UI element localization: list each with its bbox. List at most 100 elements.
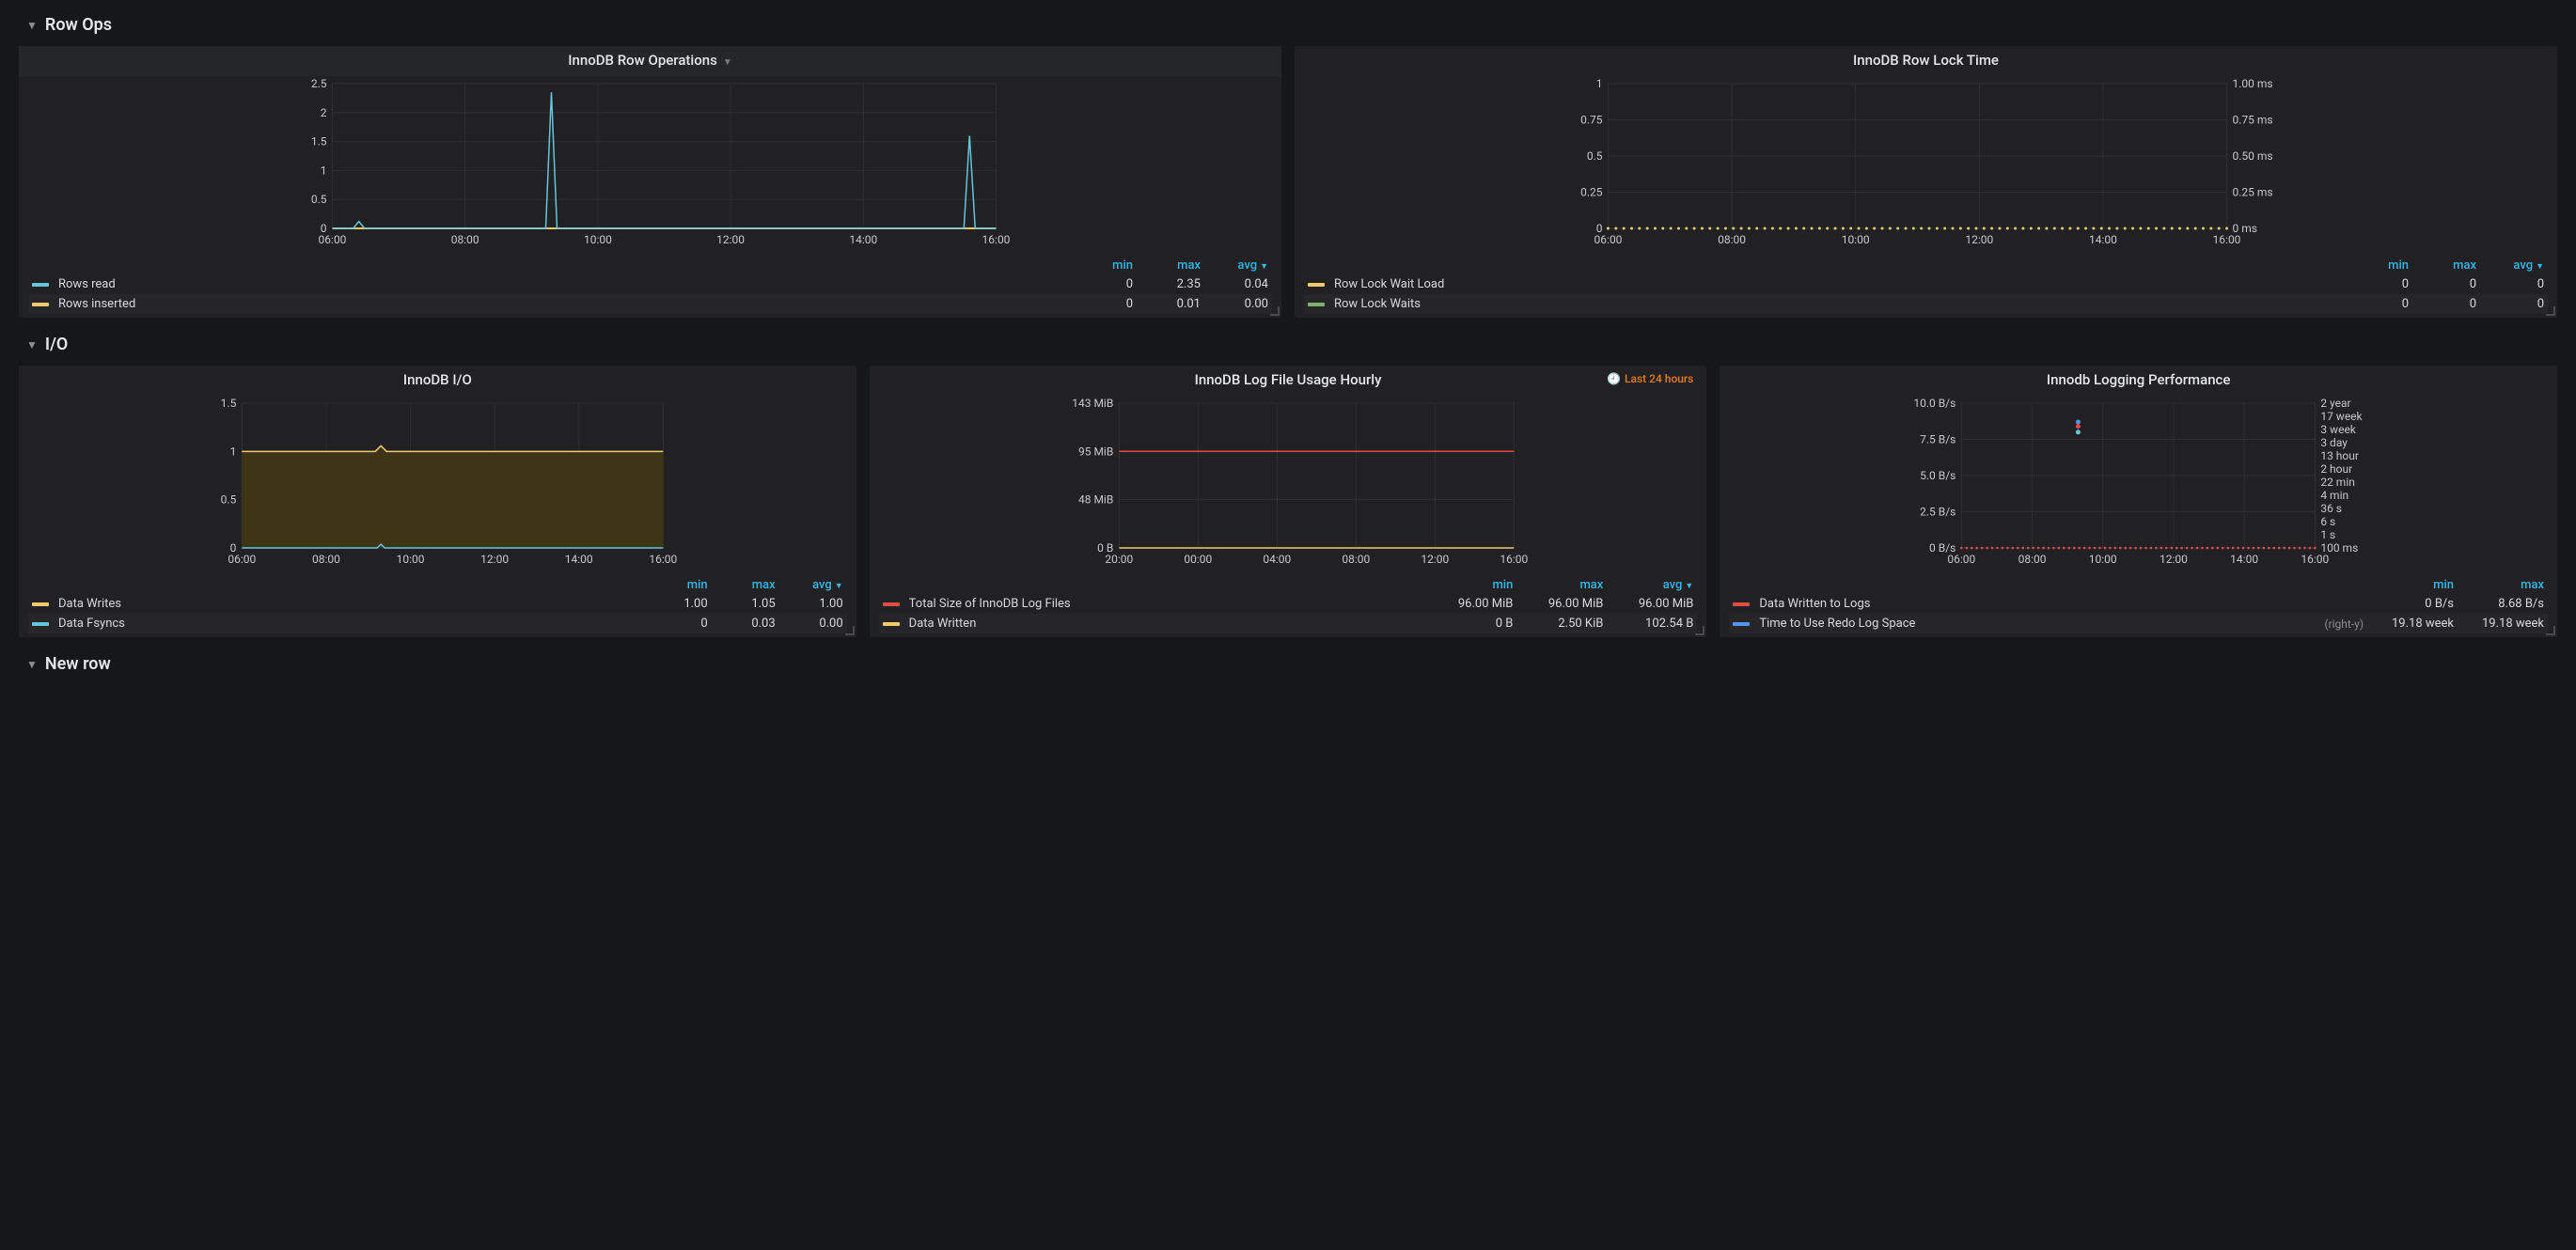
resize-handle[interactable] bbox=[1270, 306, 1280, 316]
chevron-down-icon: ▼ bbox=[26, 19, 38, 32]
legend-row[interactable]: Time to Use Redo Log Space(right-y)19.18… bbox=[1729, 614, 2548, 633]
panel-innodb-io: InnoDB I/O 00.511.506:0008:0010:0012:001… bbox=[19, 366, 856, 637]
svg-text:12:00: 12:00 bbox=[2160, 553, 2188, 566]
svg-text:2.5: 2.5 bbox=[311, 77, 327, 90]
series-value: 0 bbox=[1065, 297, 1133, 311]
legend-col-max[interactable]: max bbox=[708, 578, 776, 592]
legend-row[interactable]: Data Written to Logs0 B/s8.68 B/s bbox=[1729, 594, 2548, 614]
legend: min max avg▼ Row Lock Wait Load000Row Lo… bbox=[1295, 255, 2557, 318]
section-header-io[interactable]: ▼ I/O bbox=[19, 327, 2557, 366]
svg-text:0.5: 0.5 bbox=[311, 193, 327, 206]
legend-row[interactable]: Data Writes1.001.051.00 bbox=[28, 594, 847, 614]
legend-col-max[interactable]: max bbox=[1513, 578, 1603, 592]
svg-text:3 week: 3 week bbox=[2321, 423, 2357, 436]
row-lock-chart[interactable]: 00.250.50.75106:0008:0010:0012:0014:0016… bbox=[1302, 76, 2550, 255]
series-value: 2.35 bbox=[1133, 277, 1201, 291]
legend-row[interactable]: Rows inserted00.010.00 bbox=[28, 294, 1272, 314]
svg-text:06:00: 06:00 bbox=[1594, 233, 1623, 246]
series-value: 19.18 week bbox=[2454, 617, 2544, 631]
series-value: 0.04 bbox=[1201, 277, 1268, 291]
panel-title[interactable]: InnoDB Row Lock Time bbox=[1295, 46, 2557, 76]
legend-row[interactable]: Row Lock Waits000 bbox=[1304, 294, 2548, 314]
svg-text:100 ms: 100 ms bbox=[2321, 541, 2359, 555]
legend-row[interactable]: Rows read02.350.04 bbox=[28, 274, 1272, 294]
series-value: 0 bbox=[640, 617, 708, 631]
legend-col-avg[interactable]: avg▼ bbox=[1603, 578, 1693, 592]
series-value: 0.00 bbox=[776, 617, 843, 631]
legend-row[interactable]: Data Written0 B2.50 KiB102.54 B bbox=[879, 614, 1698, 633]
panel-title[interactable]: InnoDB Row Operations▼ bbox=[19, 46, 1281, 76]
legend-col-avg[interactable]: avg▼ bbox=[2476, 258, 2544, 273]
svg-text:16:00: 16:00 bbox=[1500, 553, 1528, 566]
legend-col-max[interactable]: max bbox=[2454, 578, 2544, 592]
section-header-new-row[interactable]: ▼ New row bbox=[19, 647, 2557, 685]
series-extra: (right-y) bbox=[2324, 617, 2364, 631]
legend-col-min[interactable]: min bbox=[640, 578, 708, 592]
panel-title[interactable]: InnoDB I/O bbox=[19, 366, 856, 396]
svg-text:1.5: 1.5 bbox=[311, 135, 327, 148]
svg-text:14:00: 14:00 bbox=[849, 233, 877, 246]
logperf-chart[interactable]: 0 B/s2.5 B/s5.0 B/s7.5 B/s10.0 B/s06:000… bbox=[1727, 396, 2550, 574]
svg-text:12:00: 12:00 bbox=[480, 553, 509, 566]
svg-text:10:00: 10:00 bbox=[584, 233, 612, 246]
svg-text:12:00: 12:00 bbox=[1421, 553, 1449, 566]
svg-text:04:00: 04:00 bbox=[1263, 553, 1291, 566]
chevron-down-icon: ▼ bbox=[26, 658, 38, 671]
svg-text:5.0 B/s: 5.0 B/s bbox=[1920, 469, 1956, 482]
legend-col-avg[interactable]: avg▼ bbox=[1201, 258, 1268, 273]
legend-row[interactable]: Data Fsyncs00.030.00 bbox=[28, 614, 847, 633]
series-swatch bbox=[1733, 602, 1750, 606]
svg-text:10:00: 10:00 bbox=[1842, 233, 1870, 246]
svg-text:4 min: 4 min bbox=[2321, 489, 2349, 502]
series-value: 0 bbox=[2409, 277, 2476, 291]
svg-text:16:00: 16:00 bbox=[2213, 233, 2241, 246]
section-header-row-ops[interactable]: ▼ Row Ops bbox=[19, 8, 2557, 46]
svg-text:1.5: 1.5 bbox=[221, 397, 237, 410]
section-title: I/O bbox=[45, 335, 68, 354]
svg-text:16:00: 16:00 bbox=[2301, 553, 2330, 566]
row-ops-chart[interactable]: 00.511.522.506:0008:0010:0012:0014:0016:… bbox=[26, 76, 1274, 255]
legend-col-avg[interactable]: avg▼ bbox=[776, 578, 843, 592]
series-value: 0 B bbox=[1422, 617, 1513, 631]
panel-row-lock-time: InnoDB Row Lock Time 00.250.50.75106:000… bbox=[1295, 46, 2557, 318]
legend-header: min max avg▼ bbox=[879, 576, 1698, 594]
svg-text:16:00: 16:00 bbox=[982, 233, 1011, 246]
resize-handle[interactable] bbox=[2546, 306, 2555, 316]
series-value: 0 bbox=[2476, 277, 2544, 291]
legend-col-min[interactable]: min bbox=[1065, 258, 1133, 273]
series-label: Data Fsyncs bbox=[58, 617, 640, 631]
svg-text:08:00: 08:00 bbox=[451, 233, 479, 246]
series-value: 96.00 MiB bbox=[1603, 597, 1693, 611]
svg-text:7.5 B/s: 7.5 B/s bbox=[1920, 433, 1956, 446]
series-value: 96.00 MiB bbox=[1513, 597, 1603, 611]
series-label: Row Lock Wait Load bbox=[1334, 277, 2341, 291]
legend-col-max[interactable]: max bbox=[2409, 258, 2476, 273]
resize-handle[interactable] bbox=[845, 626, 855, 635]
svg-text:0.25 ms: 0.25 ms bbox=[2233, 186, 2273, 199]
legend-col-min[interactable]: min bbox=[1422, 578, 1513, 592]
svg-text:00:00: 00:00 bbox=[1184, 553, 1212, 566]
panel-title[interactable]: Innodb Logging Performance bbox=[1720, 366, 2557, 396]
io-chart[interactable]: 00.511.506:0008:0010:0012:0014:0016:00 bbox=[26, 396, 849, 574]
series-value: 2.50 KiB bbox=[1513, 617, 1603, 631]
time-range-note[interactable]: 🕘Last 24 hours bbox=[1607, 372, 1693, 385]
legend-col-min[interactable]: min bbox=[2341, 258, 2409, 273]
panel-title[interactable]: InnoDB Log File Usage Hourly 🕘Last 24 ho… bbox=[870, 366, 1707, 396]
series-swatch bbox=[1308, 283, 1325, 287]
legend-col-max[interactable]: max bbox=[1133, 258, 1201, 273]
resize-handle[interactable] bbox=[1695, 626, 1704, 635]
legend-row[interactable]: Total Size of InnoDB Log Files96.00 MiB9… bbox=[879, 594, 1698, 614]
series-swatch bbox=[883, 622, 900, 626]
logfile-chart[interactable]: 0 B48 MiB95 MiB143 MiB20:0000:0004:0008:… bbox=[877, 396, 1700, 574]
svg-text:2 year: 2 year bbox=[2321, 397, 2351, 410]
legend-row[interactable]: Row Lock Wait Load000 bbox=[1304, 274, 2548, 294]
series-label: Row Lock Waits bbox=[1334, 297, 2341, 311]
svg-text:17 week: 17 week bbox=[2321, 410, 2364, 423]
svg-text:14:00: 14:00 bbox=[2231, 553, 2259, 566]
resize-handle[interactable] bbox=[2546, 626, 2555, 635]
svg-text:2: 2 bbox=[321, 106, 327, 119]
series-value: 1.05 bbox=[708, 597, 776, 611]
svg-text:06:00: 06:00 bbox=[319, 233, 347, 246]
svg-text:95 MiB: 95 MiB bbox=[1078, 445, 1113, 458]
legend-col-min[interactable]: min bbox=[2364, 578, 2454, 592]
